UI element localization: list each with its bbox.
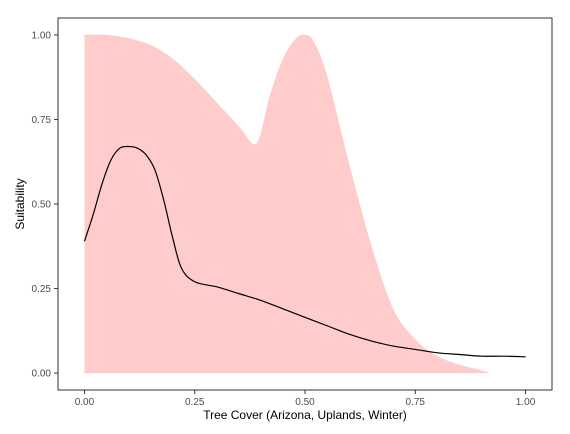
curve-layer bbox=[83, 145, 526, 358]
confidence-band bbox=[84, 34, 491, 374]
x-axis-title: Tree Cover (Arizona, Uplands, Winter) bbox=[203, 408, 407, 422]
ci-band-layer bbox=[84, 34, 491, 374]
y-axis-title: Suitability bbox=[13, 178, 27, 229]
y-tick-label: 0.50 bbox=[32, 200, 52, 211]
y-tick-label: 0.75 bbox=[32, 115, 52, 126]
suitability-curve bbox=[83, 145, 526, 358]
y-tick-label: 1.00 bbox=[32, 30, 52, 41]
x-tick-label: 0.75 bbox=[406, 397, 426, 408]
y-axis: 0.00 0.25 0.50 0.75 1.00 bbox=[32, 30, 58, 380]
y-tick-label: 0.00 bbox=[32, 369, 52, 380]
y-tick-label: 0.25 bbox=[32, 284, 52, 295]
x-axis: 0.00 0.25 0.50 0.75 1.00 bbox=[75, 390, 536, 408]
x-tick-label: 1.00 bbox=[516, 397, 536, 408]
x-tick-label: 0.00 bbox=[75, 397, 95, 408]
x-tick-label: 0.25 bbox=[185, 397, 205, 408]
x-tick-label: 0.50 bbox=[295, 397, 315, 408]
